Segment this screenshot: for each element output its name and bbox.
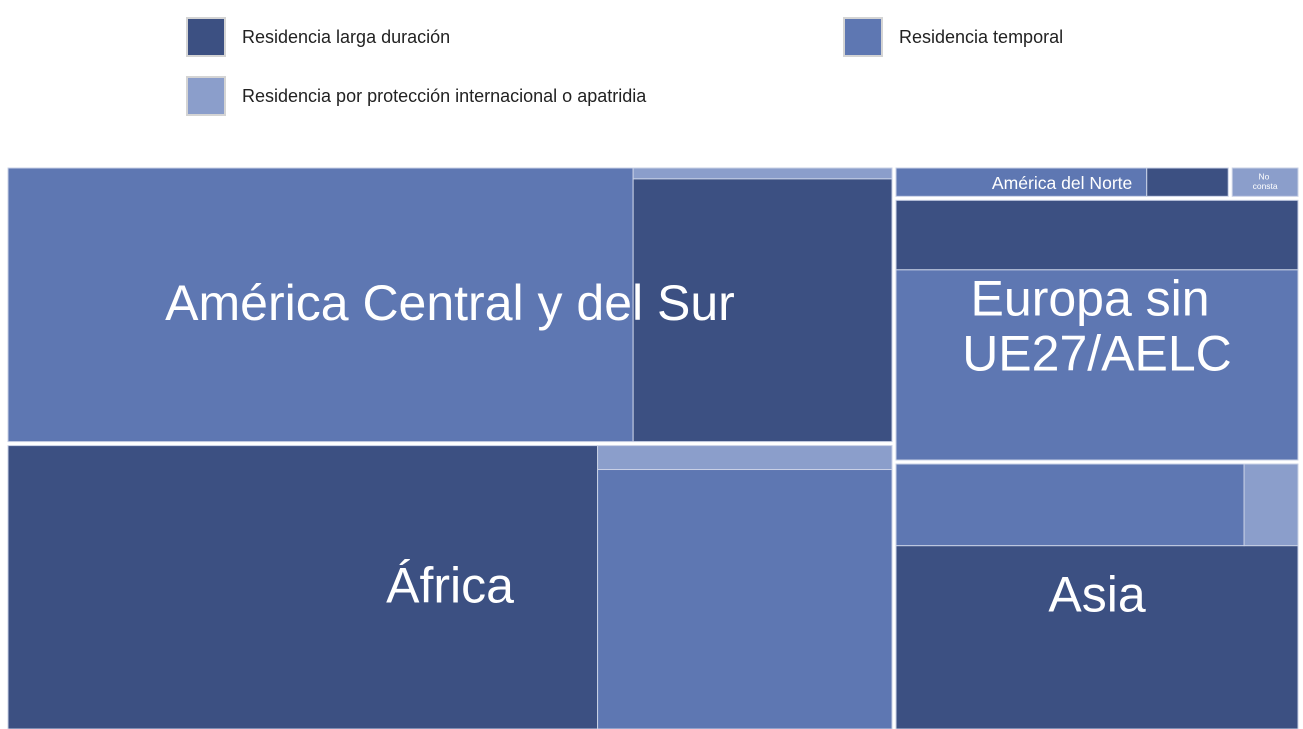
cell xyxy=(895,167,1148,197)
region-label: Europa sin UE27/AELC xyxy=(962,271,1232,382)
region-label: América Central y del Sur xyxy=(165,275,735,331)
cell xyxy=(895,545,1299,729)
legend-swatch xyxy=(186,76,226,116)
legend-item: Residencia por protección internacional … xyxy=(186,76,646,116)
cell xyxy=(895,269,1299,461)
legend-label: Residencia temporal xyxy=(899,26,1064,47)
legend-item: Residencia temporal xyxy=(843,17,1063,57)
legend-swatch xyxy=(186,17,226,57)
cell xyxy=(597,445,893,471)
region-label: África xyxy=(386,557,514,613)
cell xyxy=(1243,463,1299,547)
cell xyxy=(597,469,893,729)
cell xyxy=(632,178,893,443)
region-label: América del Norte xyxy=(992,173,1132,193)
cell xyxy=(632,167,893,180)
legend-label: Residencia larga duración xyxy=(242,26,451,47)
legend-swatch xyxy=(843,17,883,57)
cell xyxy=(7,167,634,443)
cell xyxy=(1146,167,1229,197)
legend-label: Residencia por protección internacional … xyxy=(242,85,647,106)
region-label: Asia xyxy=(1048,567,1145,623)
cell xyxy=(1231,167,1299,197)
cell xyxy=(7,445,599,729)
cell xyxy=(895,199,1299,271)
legend-item: Residencia larga duración xyxy=(186,17,450,57)
cell xyxy=(895,463,1245,547)
region-label: No consta xyxy=(1253,172,1278,191)
